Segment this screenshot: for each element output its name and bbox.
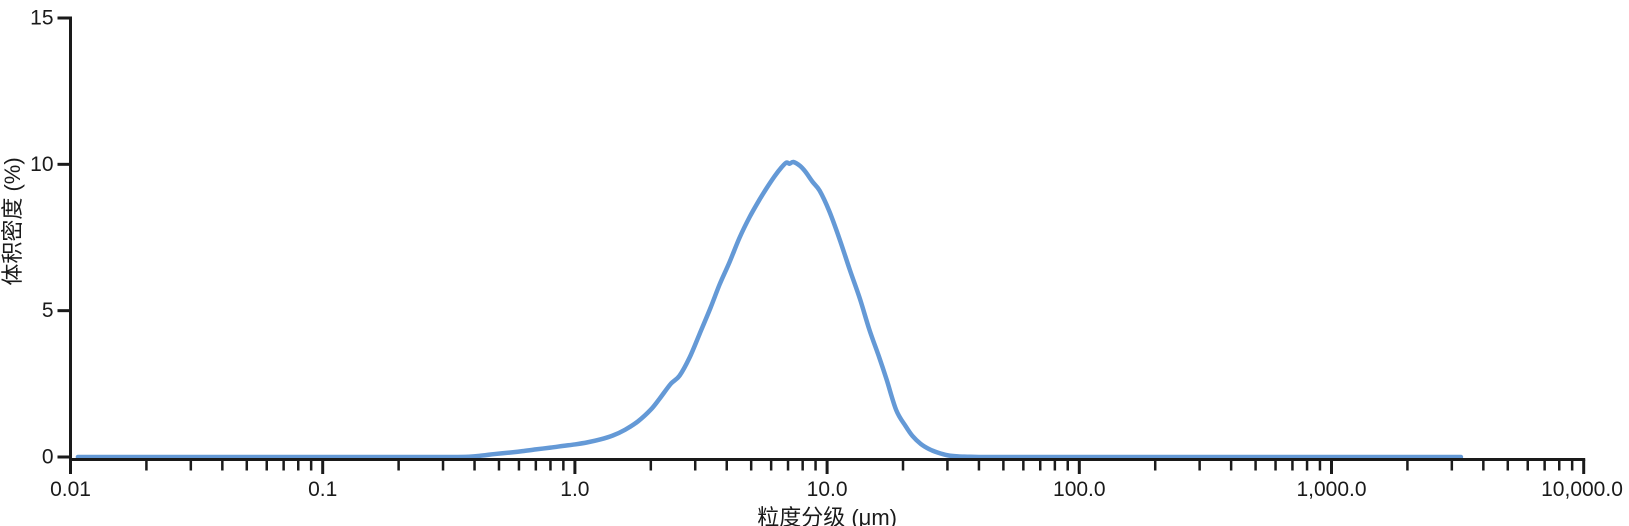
x-axis-tick-labels: 0.01 0.1 1.0 10.0 100.0 1,000.0 10,000.0 xyxy=(50,478,1623,501)
y-tick-label-0: 0 xyxy=(42,446,54,469)
y-tick-label-10: 10 xyxy=(30,153,53,176)
y-axis-title: 体积密度 (%) xyxy=(0,157,25,285)
x-tick-label-1,000.0: 1,000.0 xyxy=(1296,478,1366,501)
x-tick-label-100.0: 100.0 xyxy=(1053,478,1106,501)
y-axis-ticks xyxy=(57,16,71,459)
x-axis-title: 粒度分级 (μm) xyxy=(757,505,897,526)
x-axis-minor-ticks xyxy=(145,459,1574,471)
x-tick-label-10.0: 10.0 xyxy=(807,478,848,501)
y-tick-label-15: 15 xyxy=(30,6,53,29)
y-tick-label-5: 5 xyxy=(42,299,54,322)
x-axis-major-ticks xyxy=(69,459,1586,474)
x-tick-label-0.1: 0.1 xyxy=(308,478,337,501)
x-tick-label-10,000.0: 10,000.0 xyxy=(1541,478,1623,501)
x-tick-label-1.0: 1.0 xyxy=(560,478,589,501)
x-tick-label-0.01: 0.01 xyxy=(50,478,91,501)
y-axis-tick-labels: 0 5 10 15 xyxy=(30,6,53,468)
distribution-curve xyxy=(75,159,1464,460)
